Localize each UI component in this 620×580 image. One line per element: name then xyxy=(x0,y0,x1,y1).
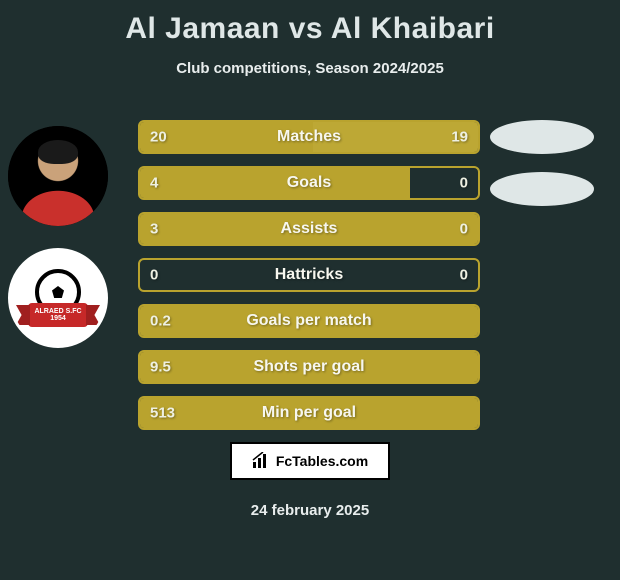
comparison-bars: 2019Matches 40Goals 30Assists 00Hattricks 0.… xyxy=(138,120,480,442)
stat-label: Shots per goal xyxy=(140,358,478,376)
avatar-column: ALRAED S.FC 1954 xyxy=(8,126,118,370)
stat-row: 00Hattricks xyxy=(138,258,480,292)
page-title: Al Jamaan vs Al Khaibari xyxy=(0,0,620,46)
stat-label: Matches xyxy=(140,128,478,146)
stat-row: 30Assists xyxy=(138,212,480,246)
club-ribbon: ALRAED S.FC 1954 xyxy=(28,303,88,327)
club-year: 1954 xyxy=(50,315,66,322)
stat-row: 0.2Goals per match xyxy=(138,304,480,338)
subtitle: Club competitions, Season 2024/2025 xyxy=(0,60,620,77)
player1-avatar xyxy=(8,126,108,226)
bar-chart-icon xyxy=(252,452,270,470)
date-text: 24 february 2025 xyxy=(0,502,620,519)
stat-row: 9.5Shots per goal xyxy=(138,350,480,384)
stat-label: Goals xyxy=(140,174,478,192)
right-ellipses xyxy=(490,120,602,224)
stat-row: 40Goals xyxy=(138,166,480,200)
brand-text: FcTables.com xyxy=(276,453,368,469)
stat-label: Assists xyxy=(140,220,478,238)
stat-label: Min per goal xyxy=(140,404,478,422)
brand-badge[interactable]: FcTables.com xyxy=(230,442,390,480)
ellipse-placeholder-2 xyxy=(490,172,594,206)
stat-label: Goals per match xyxy=(140,312,478,330)
stat-row: 513Min per goal xyxy=(138,396,480,430)
stat-label: Hattricks xyxy=(140,266,478,284)
stat-row: 2019Matches xyxy=(138,120,480,154)
ellipse-placeholder-1 xyxy=(490,120,594,154)
club-name: ALRAED S.FC xyxy=(34,308,81,315)
player2-club-badge: ALRAED S.FC 1954 xyxy=(8,248,108,348)
person-silhouette-icon xyxy=(8,126,108,226)
